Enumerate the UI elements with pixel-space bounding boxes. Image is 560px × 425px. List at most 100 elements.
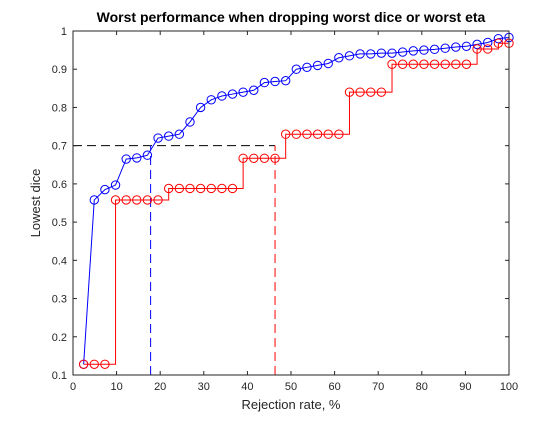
- data-point: [174, 183, 185, 194]
- data-point: [472, 44, 482, 54]
- y-tick-label: 0.8: [52, 102, 67, 114]
- data-point: [110, 180, 121, 190]
- data-point: [440, 43, 450, 53]
- x-tick-label: 60: [328, 381, 340, 393]
- data-point: [164, 183, 174, 194]
- data-point: [334, 53, 344, 63]
- data-point: [451, 59, 461, 69]
- data-point: [174, 129, 185, 139]
- y-axis-label: Lowest dice: [28, 169, 43, 238]
- data-point: [89, 359, 99, 369]
- data-point: [366, 49, 376, 59]
- x-tick-label: 90: [459, 381, 471, 393]
- data-point: [195, 102, 206, 113]
- data-point: [153, 133, 163, 143]
- y-tick-label: 1: [61, 26, 67, 38]
- data-point: [483, 37, 493, 48]
- reference-lines: [73, 145, 276, 375]
- data-point: [164, 131, 174, 141]
- data-point: [249, 85, 259, 95]
- data-point: [185, 183, 195, 194]
- y-tick-label: 0.2: [52, 332, 67, 344]
- data-point: [397, 59, 408, 69]
- data-point: [100, 184, 110, 195]
- data-point: [376, 48, 387, 58]
- y-tick-label: 0.9: [52, 64, 67, 76]
- data-point: [153, 195, 163, 205]
- data-point: [355, 49, 365, 59]
- series-layer: [78, 32, 514, 369]
- data-point: [238, 87, 248, 97]
- data-point: [195, 183, 206, 194]
- data-point: [387, 59, 397, 69]
- y-tick-label: 0.4: [52, 255, 67, 267]
- x-tick-label: 20: [154, 381, 166, 393]
- y-tick-label: 0.7: [52, 141, 67, 153]
- data-point: [323, 58, 333, 69]
- data-point: [408, 59, 418, 69]
- data-point: [302, 129, 312, 139]
- y-tick-label: 0.3: [52, 294, 67, 306]
- data-point: [270, 153, 280, 163]
- data-point: [366, 87, 376, 97]
- data-point: [440, 59, 450, 69]
- data-point: [89, 195, 99, 205]
- y-tick-label: 0.1: [52, 370, 67, 382]
- data-point: [185, 117, 195, 127]
- data-point: [110, 195, 121, 205]
- y-tick-label: 0.6: [52, 179, 67, 191]
- data-point: [280, 75, 291, 86]
- data-point: [419, 59, 429, 69]
- data-point: [429, 44, 440, 55]
- data-point: [312, 129, 323, 139]
- series-line: [83, 37, 510, 365]
- series-2: [78, 38, 514, 369]
- data-point: [344, 87, 355, 97]
- data-point: [227, 89, 238, 99]
- data-point: [100, 359, 110, 369]
- data-point: [227, 183, 238, 194]
- data-point: [132, 195, 142, 205]
- x-tick-label: 100: [500, 381, 518, 393]
- data-point: [334, 129, 344, 139]
- y-axis-ticks: 0.1 0.2 0.3 0.4 0.5 0.6 0.7 0.8 0.9 1: [52, 26, 509, 382]
- data-point: [397, 47, 408, 57]
- data-point: [483, 44, 493, 54]
- data-point: [217, 91, 227, 101]
- data-point: [121, 154, 131, 164]
- data-point: [142, 150, 153, 160]
- data-point: [78, 359, 89, 369]
- data-point: [302, 62, 312, 73]
- data-point: [451, 42, 461, 52]
- x-tick-label: 30: [198, 381, 210, 393]
- data-point: [493, 38, 504, 48]
- data-point: [291, 64, 302, 74]
- data-point: [249, 153, 259, 163]
- chart-title: Worst performance when dropping worst di…: [97, 9, 486, 25]
- y-tick-label: 0.5: [52, 217, 67, 229]
- x-tick-label: 80: [416, 381, 428, 393]
- data-point: [142, 195, 153, 205]
- data-point: [461, 59, 472, 69]
- data-point: [132, 153, 142, 163]
- data-point: [206, 95, 216, 105]
- data-point: [344, 51, 355, 61]
- data-point: [270, 76, 280, 87]
- data-point: [312, 60, 323, 71]
- data-point: [259, 153, 270, 163]
- data-point: [121, 195, 131, 205]
- data-point: [323, 129, 333, 139]
- plot-area: [73, 31, 509, 375]
- data-point: [461, 41, 472, 51]
- data-point: [259, 77, 270, 88]
- data-point: [238, 153, 248, 163]
- data-point: [408, 46, 418, 56]
- x-tick-label: 0: [70, 381, 76, 393]
- x-axis-ticks: 0 10 20 30 40 50 60 70 80 90 100: [70, 31, 518, 393]
- x-tick-label: 50: [285, 381, 297, 393]
- data-point: [387, 48, 397, 58]
- series-line: [83, 42, 509, 365]
- data-point: [419, 45, 429, 55]
